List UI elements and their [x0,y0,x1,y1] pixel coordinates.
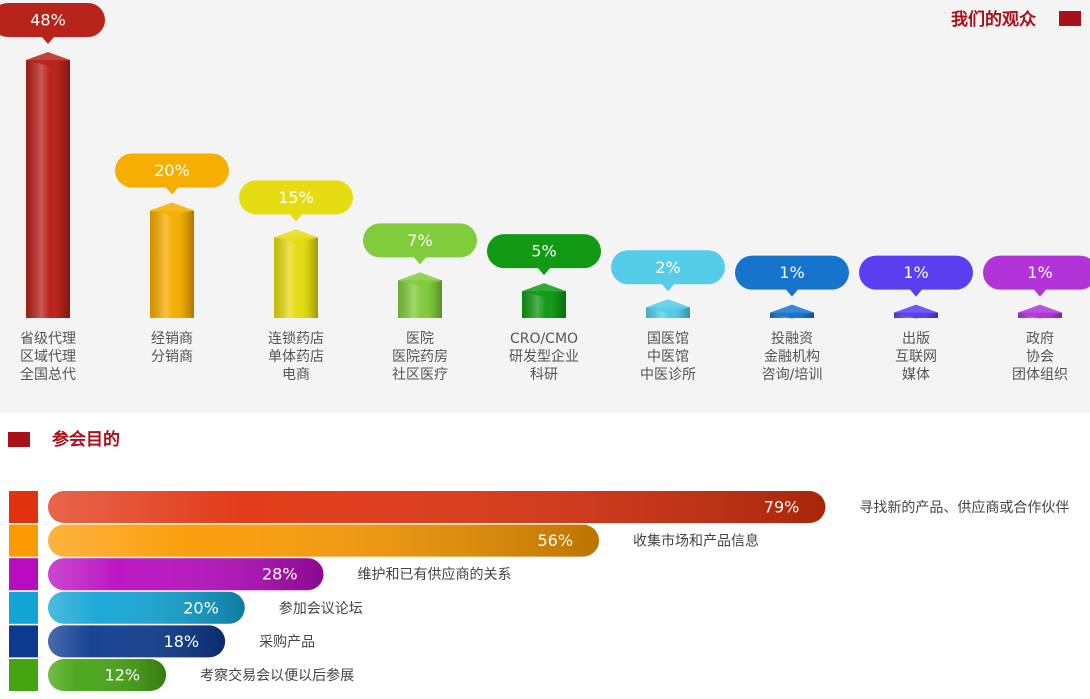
bar-cap [894,304,938,319]
category-label: 分销商 [151,349,193,365]
value-label: 2% [655,258,680,277]
category-label: 维护和已有供应商的关系 [358,566,512,583]
value-label: 48% [30,11,66,30]
title-marker [1059,11,1081,26]
category-label: CRO/CMO [510,331,578,347]
category-label: 采购产品 [259,634,315,650]
category-label: 省级代理 [20,331,76,347]
bubble [983,255,1090,297]
value-label: 7% [407,231,432,250]
category-label: 研发型企业 [509,348,579,365]
value-label: 1% [779,263,804,282]
row-marker [9,491,38,523]
category-label: 全国总代 [20,366,76,383]
bubble [239,180,353,222]
category-label: 连锁药店 [268,331,324,347]
bar-shade [26,60,70,318]
row-marker [9,625,38,658]
bar-shade [48,625,226,658]
category-label: 协会 [1026,349,1054,365]
title-marker [8,432,30,447]
bar-shade [48,659,167,691]
category-label: 医院 [406,331,434,347]
bar-cap [150,202,194,217]
bubble [735,255,849,297]
category-label: 收集市场和产品信息 [633,533,759,550]
value-label: 79% [764,498,800,517]
bubble [0,3,105,44]
bubble [115,153,229,195]
category-label: 参加会议论坛 [279,600,363,617]
bar-shade [48,524,600,557]
bar-cap [274,229,318,244]
category-label: 团体组织 [1012,367,1068,383]
category-label: 国医馆 [647,331,689,347]
value-label: 18% [164,632,200,651]
bar-shade [48,591,245,624]
bubble [859,255,973,297]
bar-cap [26,52,70,66]
value-label: 1% [903,263,928,282]
value-label: 5% [531,242,556,261]
value-label: 28% [262,565,298,584]
category-label: 单体药店 [268,349,324,365]
bar-cap [646,299,690,314]
bubble [363,223,478,265]
category-label: 经销商 [151,331,193,347]
value-label: 15% [278,188,314,207]
bubble [611,250,725,292]
category-label: 互联网 [895,349,937,365]
bar-cap [1018,304,1062,319]
bar-shade [398,280,442,318]
bar-cap [770,304,814,319]
bar-shade [274,237,318,318]
chart-title: 参会目的 [52,429,120,450]
bubble [487,234,601,276]
category-label: 区域代理 [20,349,76,365]
value-label: 12% [105,666,141,685]
category-label: 寻找新的产品、供应商或合作伙伴 [859,499,1069,516]
category-label: 媒体 [902,367,930,383]
bar-shade [48,491,826,523]
category-label: 考察交易会以便以后参展 [200,667,354,684]
value-label: 1% [1027,263,1052,282]
category-label: 电商 [282,367,310,383]
category-label: 科研 [530,367,558,383]
category-label: 中医馆 [647,349,689,365]
category-label: 中医诊所 [640,367,696,383]
chart-title: 我们的观众 [951,9,1037,30]
row-marker [9,558,38,591]
category-label: 医院药房 [392,349,448,365]
category-label: 金融机构 [764,349,820,365]
value-label: 20% [183,598,219,617]
value-label: 56% [537,531,573,550]
row-marker [9,659,38,691]
category-label: 咨询/培训 [762,367,823,383]
bar-cap [398,272,442,287]
category-label: 投融资 [771,331,813,347]
category-label: 出版 [902,331,930,347]
row-marker [9,591,38,624]
bar-shade [150,210,194,318]
bar-shade [48,558,324,591]
category-label: 社区医疗 [392,367,448,383]
category-label: 政府 [1026,331,1054,347]
value-label: 20% [154,161,190,180]
row-marker [9,524,38,557]
bar-cap [522,283,566,298]
